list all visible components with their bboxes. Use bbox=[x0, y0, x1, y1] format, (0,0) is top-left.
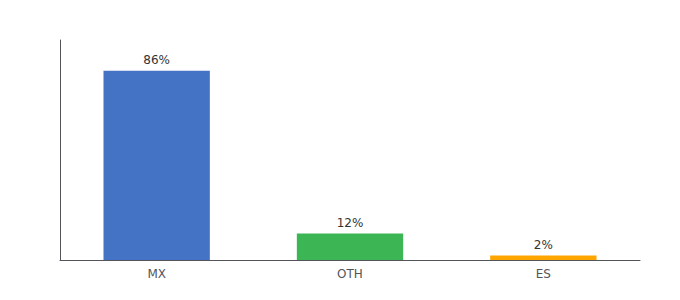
svg-text:2%: 2% bbox=[534, 238, 553, 252]
svg-text:MX: MX bbox=[147, 267, 166, 281]
svg-text:86%: 86% bbox=[143, 53, 170, 67]
svg-text:OTH: OTH bbox=[337, 267, 363, 281]
svg-text:ES: ES bbox=[536, 267, 551, 281]
svg-text:12%: 12% bbox=[337, 216, 364, 230]
